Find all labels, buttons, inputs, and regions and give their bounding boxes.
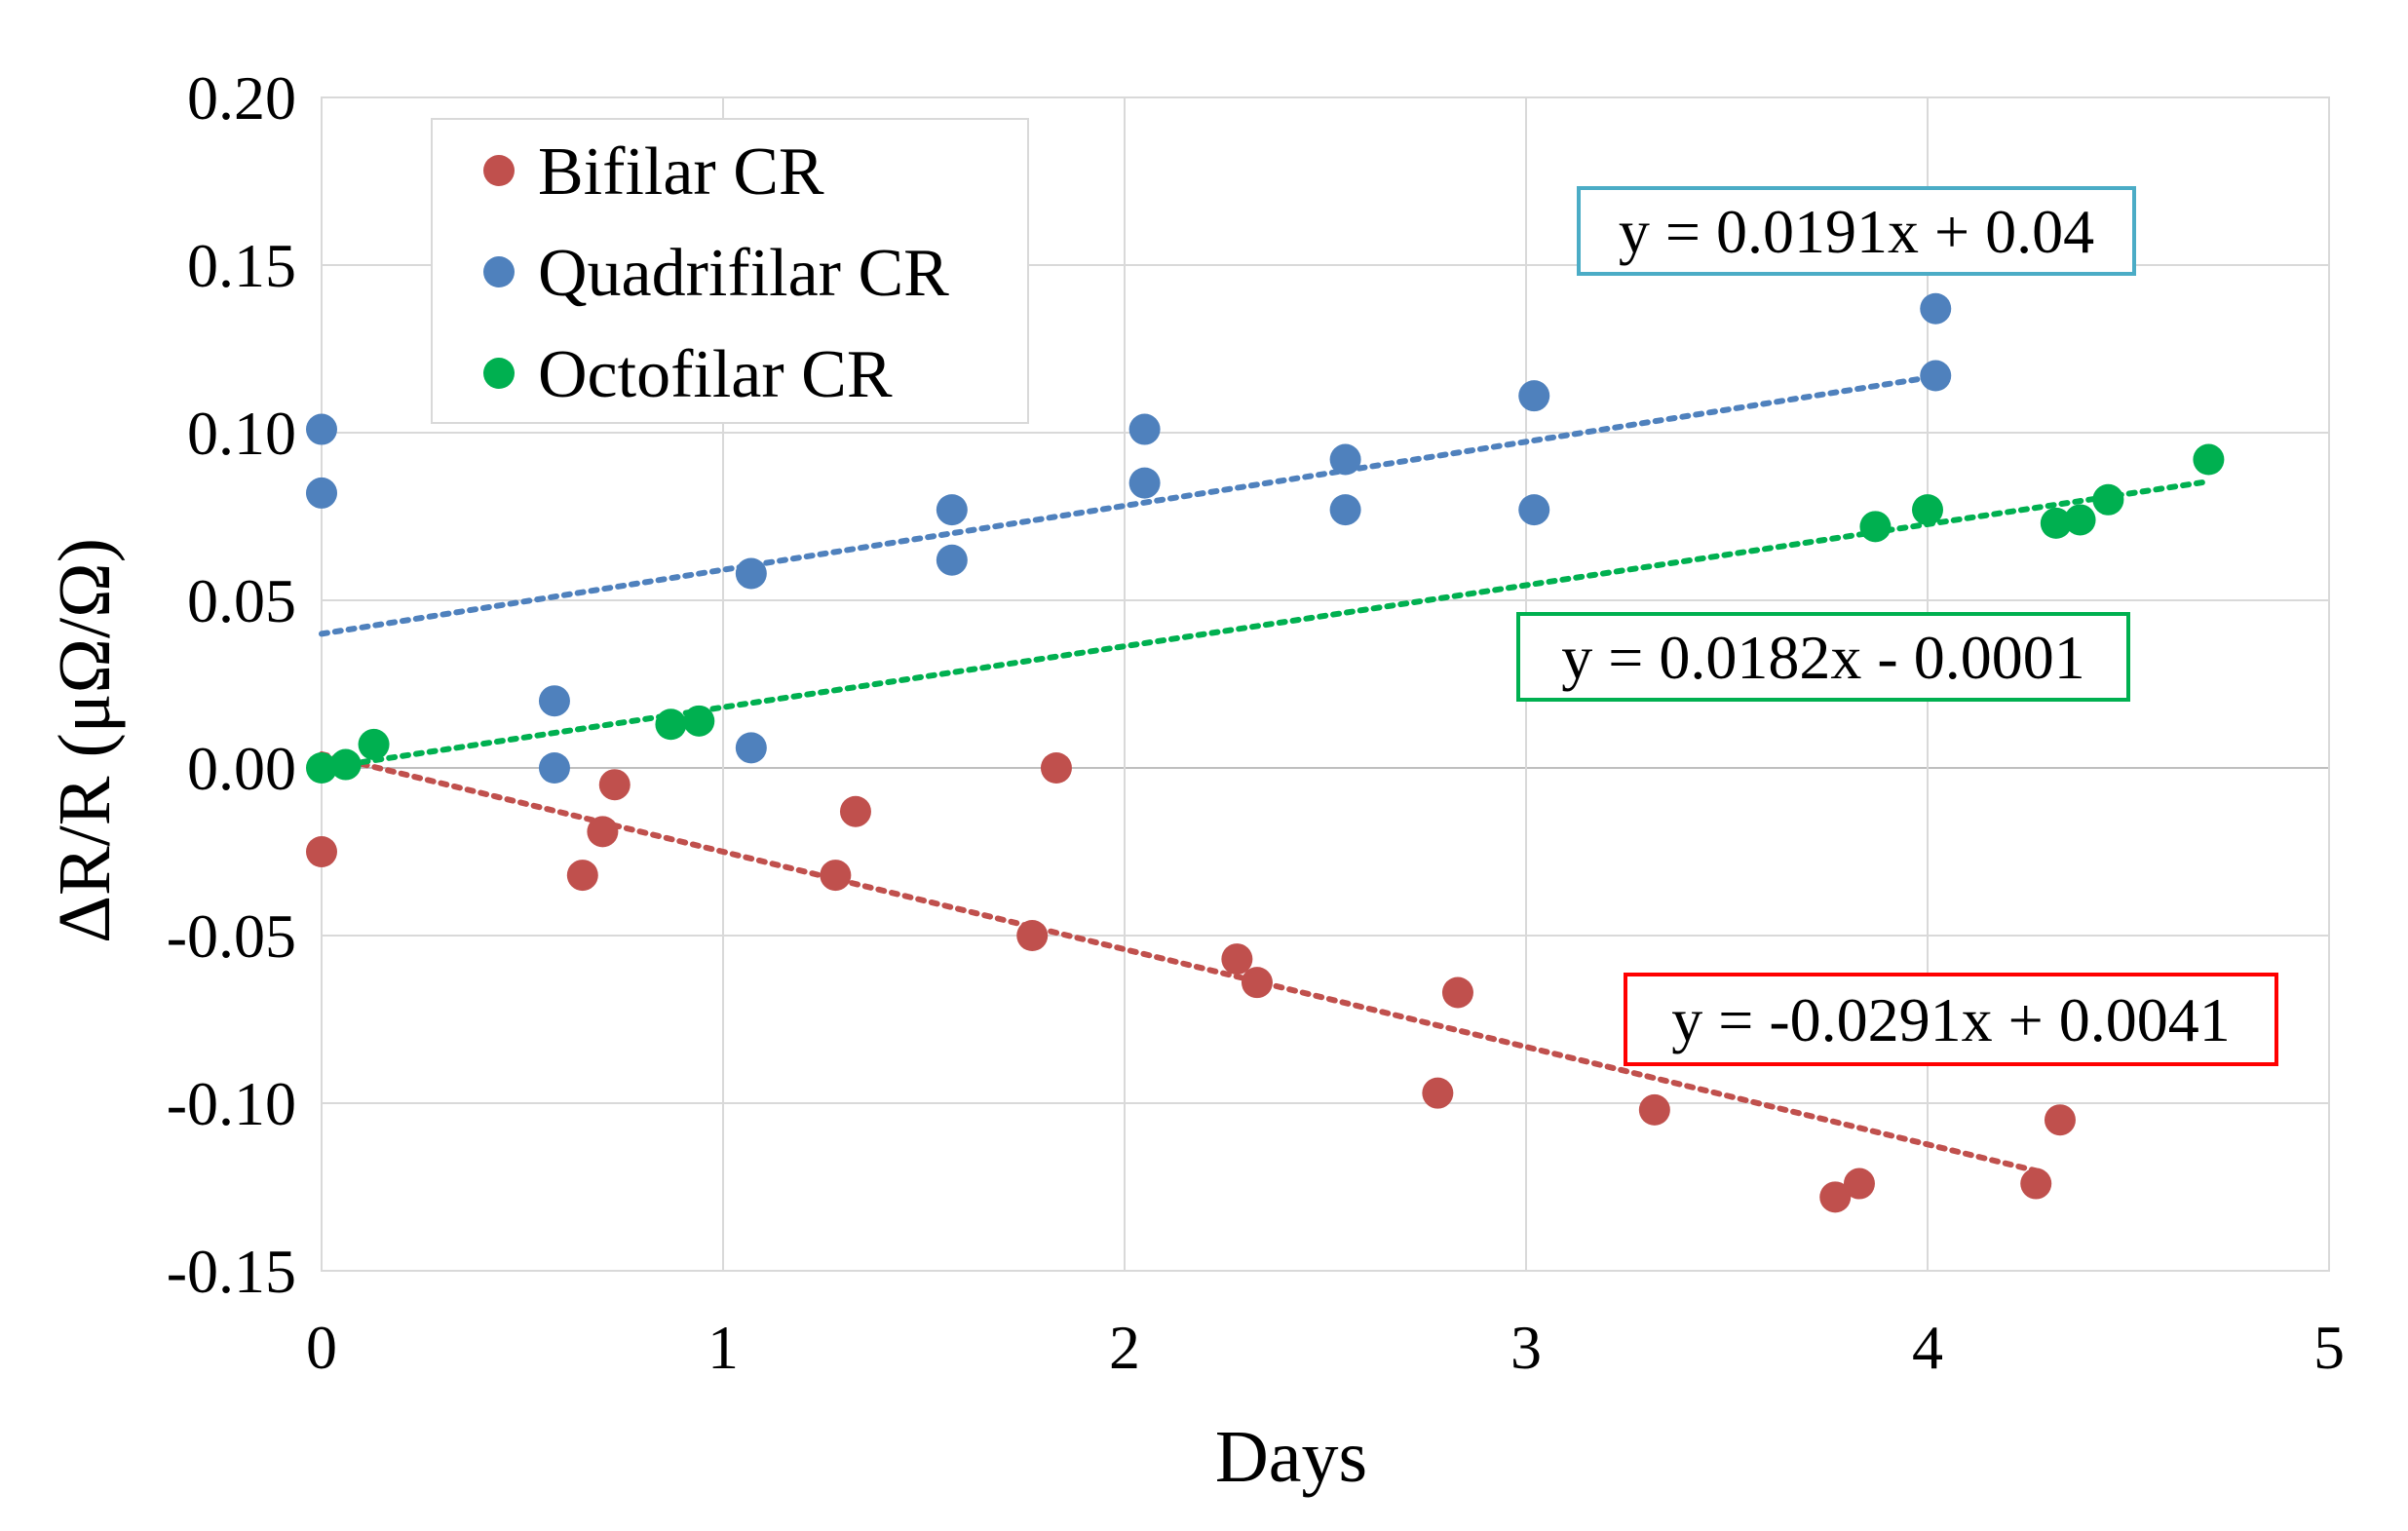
trendline	[319, 478, 2212, 772]
y-tick-label: -0.10	[167, 1069, 296, 1138]
trendline-equation: y = 0.0182x - 0.0001	[1561, 623, 2084, 692]
points-layer	[306, 292, 2225, 1213]
data-point	[1518, 494, 1550, 526]
data-point	[936, 494, 968, 526]
data-point	[1329, 443, 1361, 476]
data-point	[1912, 494, 1943, 526]
data-point	[1221, 943, 1253, 976]
data-point	[598, 769, 631, 801]
trendline	[319, 373, 1939, 637]
data-point	[1128, 467, 1161, 499]
equation-box	[1577, 186, 2136, 276]
data-point	[1422, 1077, 1454, 1109]
x-tick-label: 2	[1109, 1313, 1140, 1382]
legend-label: Bifilar CR	[538, 134, 824, 210]
data-point	[1016, 920, 1049, 951]
x-tick-label: 4	[1912, 1313, 1943, 1382]
y-tick-label: 0.20	[187, 63, 296, 133]
legend-label: Quadrifilar CR	[538, 236, 949, 311]
data-point	[2193, 443, 2225, 476]
legend-marker	[483, 256, 515, 287]
data-point	[329, 748, 362, 781]
data-point	[1638, 1093, 1670, 1126]
data-point	[1859, 511, 1892, 543]
data-point	[1329, 494, 1361, 526]
trendline-equation: y = 0.0191x + 0.04	[1619, 197, 2094, 266]
data-point	[1518, 380, 1550, 412]
data-point	[306, 413, 337, 445]
trendline	[319, 750, 2040, 1174]
data-point	[735, 732, 767, 764]
data-point	[306, 836, 337, 867]
data-point	[936, 544, 968, 576]
data-point	[1128, 413, 1161, 445]
data-point	[538, 685, 570, 717]
data-point	[306, 752, 337, 784]
data-point	[655, 708, 687, 741]
legend: Bifilar CR Quadrifilar CR Octofilar CR	[431, 118, 1029, 424]
data-point	[2044, 1104, 2076, 1136]
data-point	[587, 816, 619, 848]
data-point	[1040, 752, 1072, 784]
data-point	[2064, 504, 2096, 536]
legend-marker	[483, 155, 515, 186]
data-point	[306, 477, 337, 509]
data-point	[1441, 976, 1473, 1009]
y-tick-label: 0.05	[187, 566, 296, 635]
legend-label: Octofilar CR	[538, 337, 893, 412]
data-point	[2092, 483, 2124, 516]
data-point	[1241, 967, 1273, 999]
y-tick-label: 0.15	[187, 231, 296, 300]
legend-marker	[483, 358, 515, 389]
trendline-equation: y = -0.0291x + 0.0041	[1671, 985, 2231, 1054]
data-point	[2020, 1167, 2052, 1200]
x-tick-label: 1	[707, 1313, 739, 1382]
y-axis-title: ΔR/R (μΩ/Ω)	[44, 538, 126, 943]
equation-layer: y = -0.0291x + 0.0041 y = 0.0191x + 0.04 y…	[1516, 186, 2278, 1066]
tick-label-layer: 0.20 0.15 0.10 0.05 0.00 -0.05 -0.10 -0.150 1 2 3 4…	[167, 63, 2345, 1382]
data-point	[1843, 1167, 1875, 1200]
x-tick-label: 0	[306, 1313, 337, 1382]
data-point	[1920, 292, 1952, 325]
data-point	[566, 860, 598, 892]
data-point	[683, 705, 715, 737]
x-tick-label: 3	[1510, 1313, 1542, 1382]
equation-box	[1624, 973, 2278, 1066]
x-tick-label: 5	[2313, 1313, 2345, 1382]
data-point	[358, 728, 390, 760]
y-tick-label: -0.05	[167, 901, 296, 971]
data-point	[820, 860, 852, 892]
equation-box	[1516, 612, 2130, 702]
y-tick-label: -0.15	[167, 1237, 296, 1306]
x-axis-title: Days	[1215, 1416, 1367, 1498]
data-point	[735, 557, 767, 590]
y-tick-label: 0.10	[187, 399, 296, 468]
data-point	[538, 752, 570, 784]
data-point	[2040, 507, 2072, 539]
legend-box	[431, 118, 1029, 424]
data-point	[1920, 360, 1952, 392]
data-point	[839, 795, 871, 827]
y-tick-label: 0.00	[187, 734, 296, 803]
data-point	[1819, 1181, 1852, 1213]
